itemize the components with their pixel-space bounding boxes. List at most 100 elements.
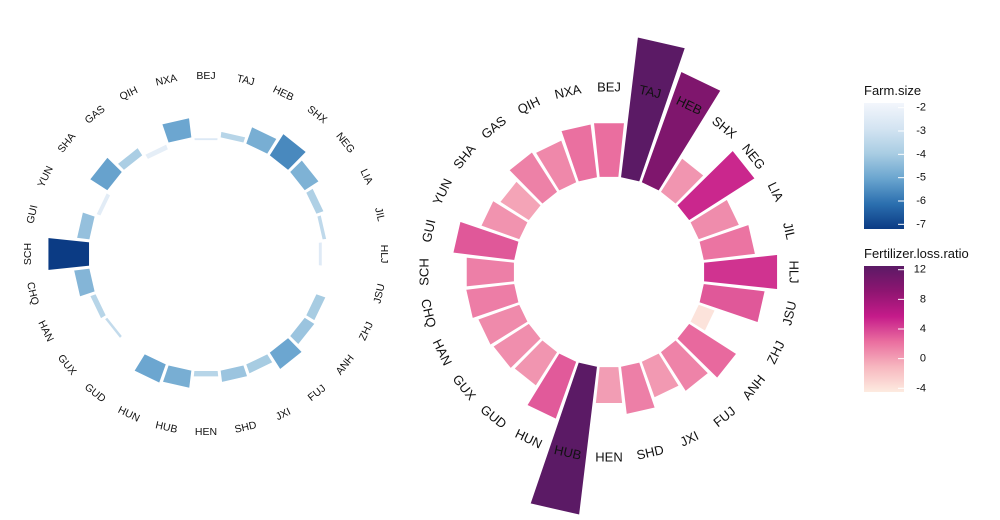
label-jsu: JSU (371, 283, 387, 305)
label-gas: GAS (83, 103, 108, 126)
bar-bej (193, 137, 219, 142)
label-heb: HEB (271, 84, 296, 104)
label-bej: BEJ (196, 70, 215, 82)
label-sch: SCH (22, 243, 34, 265)
bar-gux (103, 316, 124, 340)
bar-neg (675, 149, 757, 222)
legend-tick-label: -4 (916, 382, 926, 394)
farm-size-legend-colorbar (864, 103, 904, 229)
bar-nxa (560, 123, 599, 183)
bar-zhj (304, 292, 327, 322)
bar-hlj (702, 253, 779, 291)
bar-jsu (698, 282, 767, 324)
label-bej: BEJ (597, 80, 621, 95)
label-lia: LIA (358, 167, 376, 186)
bar-jil (316, 213, 328, 241)
label-zhj: ZHJ (357, 320, 376, 343)
label-hub: HUB (154, 419, 178, 436)
bar-lia (304, 187, 326, 216)
bar-gux (491, 322, 543, 370)
bar-jxi (640, 352, 681, 399)
label-nxa: NXA (155, 72, 179, 89)
legend-tick-label: -2 (916, 102, 926, 114)
label-sha: SHA (55, 131, 78, 155)
bar-shx (268, 132, 308, 172)
label-jxi: JXI (678, 428, 701, 450)
label-fuj: FUJ (710, 403, 738, 430)
legend-tick-label: 8 (920, 293, 926, 305)
label-nxa: NXA (553, 81, 583, 102)
legend-tick-label: -7 (916, 218, 926, 230)
bar-jsu (316, 267, 324, 293)
fertilizer-loss-chart: BEJ TAJHEBSHXNEGLIAJILHLJJSUZHJANHFUJJXIS… (417, 36, 802, 516)
bar-shd (219, 364, 249, 384)
bar-anh (288, 316, 317, 346)
label-gux: GUX (450, 372, 479, 404)
bar-gas (507, 150, 559, 206)
label-lia: LIA (765, 180, 787, 204)
label-shx: SHX (709, 113, 740, 142)
bar-qih (143, 143, 170, 161)
fertilizer-loss-legend-title: Fertilizer.loss.ratio (864, 246, 969, 261)
bar-anh (675, 322, 738, 380)
label-hlj: HLJ (787, 260, 802, 283)
label-jil: JIL (372, 206, 387, 222)
bar-chq (464, 282, 520, 320)
legend-tick-label: -5 (916, 172, 926, 184)
label-han: HAN (430, 337, 455, 368)
bar-jxi (244, 352, 274, 375)
bar-heb (244, 125, 279, 156)
bar-gas (116, 146, 144, 172)
bar-gui (75, 211, 96, 241)
label-hen: HEN (195, 426, 217, 438)
legend-tick-label: 4 (920, 323, 926, 335)
label-hlj: HLJ (378, 245, 390, 264)
label-qih: QIH (118, 84, 140, 103)
label-gui: GUI (25, 204, 41, 225)
label-hen: HEN (595, 450, 622, 465)
bar-gud (123, 336, 144, 354)
label-anh: ANH (739, 372, 768, 403)
label-hun: HUN (513, 426, 545, 452)
bar-hen (192, 369, 220, 378)
label-taj: TAJ (638, 82, 663, 102)
bar-sha (88, 156, 124, 192)
legend-tick-label: 12 (914, 264, 926, 276)
bar-han (88, 292, 108, 320)
label-chq: CHQ (418, 297, 439, 329)
label-sch: SCH (417, 258, 432, 285)
fertilizer-loss-legend: Fertilizer.loss.ratio 12 8 4 0 -4 (864, 246, 969, 394)
bar-jil (698, 223, 757, 262)
label-shx: SHX (305, 103, 329, 126)
bar-hub (161, 364, 193, 390)
legend-tick-label: 0 (920, 353, 926, 365)
bar-taj (219, 130, 247, 144)
label-zhj: ZHJ (764, 338, 788, 366)
bar-yun (479, 199, 529, 241)
bar-hub (529, 361, 599, 516)
label-gud: GUD (82, 381, 108, 405)
label-yun: YUN (430, 176, 455, 207)
label-jsu: JSU (779, 300, 799, 327)
farm-size-legend-title: Farm.size (864, 83, 921, 98)
bar-lia (689, 198, 741, 241)
bar-gui (451, 220, 520, 262)
bar-sch (465, 256, 516, 288)
label-jxi: JXI (274, 406, 293, 423)
bar-hun (132, 352, 168, 385)
label-fuj: FUJ (306, 382, 329, 403)
bar-taj (619, 36, 687, 183)
bar-neg (288, 158, 321, 192)
label-anh: ANH (334, 353, 357, 378)
bar-yun (95, 191, 112, 217)
label-gux: GUX (55, 352, 79, 377)
label-sha: SHA (450, 141, 479, 172)
bar-han (476, 303, 529, 347)
bar-hlj (317, 241, 323, 267)
label-gas: GAS (478, 113, 509, 142)
label-neg: NEG (333, 130, 357, 155)
bar-sha (498, 180, 543, 222)
bar-hun (525, 352, 578, 421)
